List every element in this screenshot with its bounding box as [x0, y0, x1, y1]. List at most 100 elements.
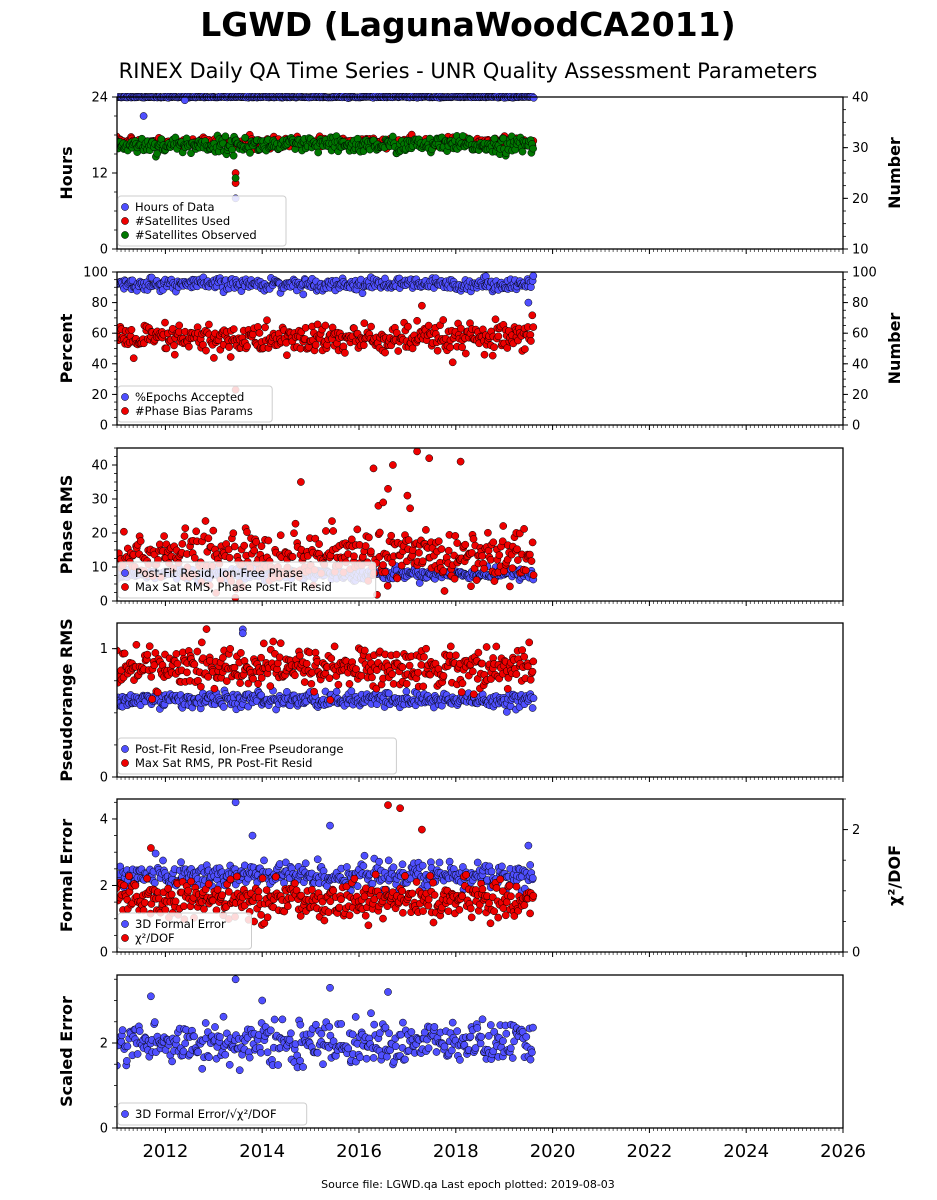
data-point [529, 323, 538, 331]
data-point [469, 535, 478, 543]
data-point [225, 343, 233, 351]
y-right-tick-label: 20 [852, 388, 869, 403]
data-point [383, 581, 392, 590]
y-axis-label-right: Number [885, 313, 904, 385]
data-point [210, 354, 218, 362]
data-point [181, 524, 190, 533]
data-point [313, 855, 322, 864]
data-point [420, 653, 428, 661]
data-point [379, 498, 388, 507]
data-point [439, 567, 448, 575]
legend-label: #Satellites Used [135, 214, 230, 228]
data-point [367, 547, 375, 556]
data-point [327, 654, 336, 663]
y-axis-label-right: Number [885, 137, 904, 209]
data-point [120, 527, 128, 536]
data-point [379, 561, 387, 569]
data-point [360, 851, 369, 860]
y-axis-label: Pseudorange RMS [57, 618, 76, 781]
data-point [404, 536, 413, 544]
y-right-tick-label: 40 [852, 357, 869, 372]
data-point [359, 341, 368, 350]
legend-box [117, 195, 287, 247]
data-point [457, 688, 466, 697]
data-point [375, 528, 384, 537]
data-point [129, 354, 138, 363]
legend: %Epochs Accepted#Phase Bias Params [117, 385, 273, 423]
data-point [343, 863, 351, 871]
data-point [241, 133, 249, 142]
data-point [365, 533, 373, 542]
data-point [291, 671, 299, 680]
data-point [381, 568, 390, 576]
data-point [384, 689, 393, 698]
data-point [321, 321, 330, 330]
data-point [230, 542, 239, 551]
data-point [177, 858, 185, 867]
data-point [508, 564, 517, 573]
data-point [260, 856, 268, 865]
data-point [503, 684, 512, 693]
data-point [341, 349, 349, 357]
data-point [243, 528, 251, 536]
data-point [315, 540, 323, 548]
data-point [495, 551, 504, 559]
data-point [145, 642, 154, 651]
data-point [210, 684, 219, 693]
data-point [520, 652, 529, 661]
data-point [425, 454, 434, 463]
y-right-tick-label: 30 [852, 141, 869, 156]
data-point [187, 149, 195, 158]
data-point [490, 577, 499, 585]
data-point [384, 484, 392, 493]
data-point [162, 344, 171, 353]
data-point [202, 625, 211, 633]
data-point [404, 322, 412, 331]
data-point [474, 648, 483, 657]
data-point [415, 548, 423, 557]
legend-label: %Epochs Accepted [135, 390, 244, 404]
y-tick-label: 80 [91, 296, 108, 311]
data-point [314, 148, 323, 157]
data-point [153, 688, 162, 697]
legend-marker [121, 203, 129, 211]
data-point [480, 350, 489, 359]
data-point [461, 349, 470, 358]
data-point [310, 687, 318, 696]
data-point [240, 861, 249, 870]
y-right-tick-label: 60 [852, 327, 869, 342]
data-point [180, 532, 189, 540]
data-point [469, 690, 478, 699]
data-point [150, 879, 159, 887]
legend-label: Max Sat RMS, Phase Post-Fit Resid [135, 580, 332, 594]
data-point [209, 526, 218, 535]
data-point [461, 540, 470, 549]
data-point [185, 342, 193, 351]
data-point [283, 351, 291, 360]
data-point [387, 531, 396, 540]
data-point [276, 639, 285, 648]
data-point [246, 149, 254, 157]
data-point [392, 329, 401, 337]
data-point [520, 525, 528, 533]
data-point [529, 272, 538, 280]
data-point [528, 704, 537, 712]
data-point [296, 651, 304, 660]
data-point [499, 522, 508, 530]
data-point [257, 542, 266, 551]
data-point [301, 323, 310, 332]
data-point [518, 646, 527, 654]
data-point [402, 679, 411, 688]
y-right-tick-label: 0 [852, 419, 860, 434]
data-point [489, 538, 498, 547]
data-point [350, 552, 358, 561]
data-point [204, 534, 213, 543]
y-tick-label: 0 [100, 595, 108, 610]
legend-marker [121, 231, 129, 239]
data-point [529, 571, 538, 579]
y-tick-label: 20 [91, 527, 108, 542]
data-point [221, 132, 230, 141]
data-point [381, 348, 389, 357]
legend-marker [121, 407, 129, 415]
data-point [190, 660, 199, 669]
